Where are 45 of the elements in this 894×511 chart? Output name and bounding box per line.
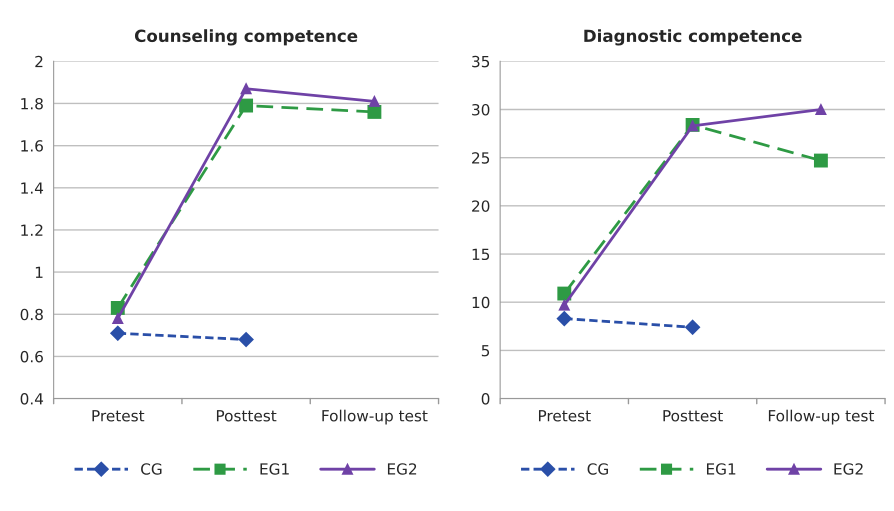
point xyxy=(367,104,382,119)
x-tick-label: Pretest xyxy=(92,410,144,422)
point xyxy=(557,286,572,300)
point xyxy=(558,300,570,311)
point xyxy=(110,326,126,341)
point xyxy=(240,83,252,94)
point xyxy=(685,320,700,335)
chart-title: Diagnostic competence xyxy=(584,29,802,46)
point xyxy=(814,154,828,168)
x-tick-label: Pretest xyxy=(538,410,591,422)
y-tick-label: 1.2 xyxy=(21,224,42,236)
legend-label: EG1 xyxy=(706,463,736,475)
legend-label: CG xyxy=(141,463,162,475)
x-tick-label: Follow-up test xyxy=(768,410,874,424)
point xyxy=(238,332,254,348)
y-tick-label: 15 xyxy=(472,248,490,260)
y-tick-label: 30 xyxy=(472,104,490,116)
point xyxy=(687,120,698,132)
point xyxy=(368,96,380,107)
y-tick-label: 35 xyxy=(472,56,490,68)
legend-label: EG2 xyxy=(388,463,416,475)
y-tick-label: 1.8 xyxy=(21,98,43,110)
legend-label: EG2 xyxy=(834,463,863,475)
y-tick-label: 0.8 xyxy=(20,308,43,320)
y-tick-label: 1 xyxy=(36,266,43,278)
chart-title: Counseling competence xyxy=(134,29,358,46)
point xyxy=(815,104,826,116)
y-tick-label: 20 xyxy=(472,200,490,212)
y-tick-label: 0 xyxy=(482,393,490,405)
y-tick-label: 25 xyxy=(472,152,490,164)
y-tick-label: 0.4 xyxy=(20,393,44,405)
legend-label: CG xyxy=(588,463,608,475)
x-tick-label: Posttest xyxy=(663,410,723,422)
y-tick-label: 5 xyxy=(482,345,490,356)
x-tick-label: Posttest xyxy=(216,410,276,422)
point xyxy=(112,312,124,324)
y-tick-label: 1.6 xyxy=(21,140,43,152)
point xyxy=(556,311,572,326)
y-tick-label: 0.6 xyxy=(20,350,43,362)
legend-label: EG1 xyxy=(260,463,289,475)
y-tick-label: 2 xyxy=(35,56,42,68)
point xyxy=(239,98,254,113)
y-tick-label: 1.4 xyxy=(21,182,44,194)
y-tick-label: 10 xyxy=(472,296,490,308)
x-tick-label: Follow-up test xyxy=(322,410,428,424)
